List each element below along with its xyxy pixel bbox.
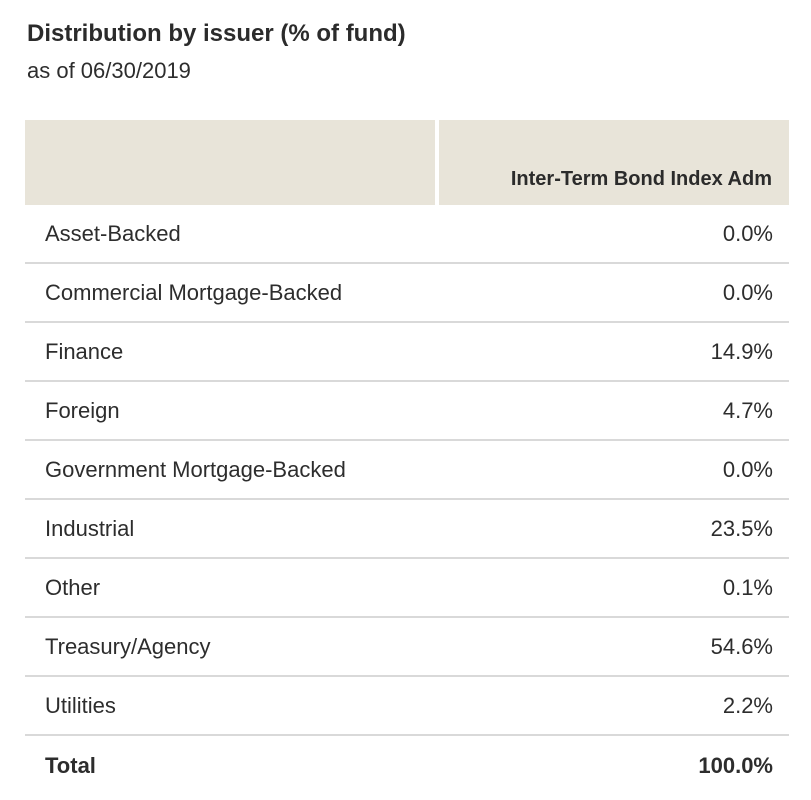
row-label: Commercial Mortgage-Backed xyxy=(45,279,343,305)
table-header-row: Inter-Term Bond Index Adm xyxy=(25,120,789,205)
as-of-date: as of 06/30/2019 xyxy=(27,58,191,83)
row-value: 2.2% xyxy=(722,692,773,718)
table-row: Asset-Backed 0.0% xyxy=(25,205,789,264)
row-value: 0.1% xyxy=(722,574,773,600)
row-value: 0.0% xyxy=(722,456,773,482)
row-label: Industrial xyxy=(45,515,135,541)
table-row: Commercial Mortgage-Backed 0.0% xyxy=(25,264,789,323)
row-label: Asset-Backed xyxy=(45,220,181,246)
column-header-fund-name: Inter-Term Bond Index Adm xyxy=(439,120,789,205)
row-value: 23.5% xyxy=(710,515,773,541)
table-total-row: Total 100.0% xyxy=(25,736,789,796)
heading-block: Distribution by issuer (% of fund) as of… xyxy=(27,20,811,84)
table-row: Foreign 4.7% xyxy=(25,382,789,441)
total-label: Total xyxy=(45,753,96,778)
header-empty-cell xyxy=(25,120,435,205)
row-label: Utilities xyxy=(45,692,116,718)
row-value: 14.9% xyxy=(710,338,773,364)
row-label: Foreign xyxy=(45,397,120,423)
row-value: 54.6% xyxy=(710,633,773,659)
table-row: Utilities 2.2% xyxy=(25,677,789,736)
table-row: Industrial 23.5% xyxy=(25,500,789,559)
fund-distribution-page: Distribution by issuer (% of fund) as of… xyxy=(0,20,811,800)
total-value: 100.0% xyxy=(698,753,773,778)
row-label: Other xyxy=(45,574,101,600)
page-title: Distribution by issuer (% of fund) xyxy=(27,20,406,47)
row-value: 4.7% xyxy=(722,397,773,423)
row-label: Finance xyxy=(45,338,124,364)
distribution-table: Inter-Term Bond Index Adm Asset-Backed 0… xyxy=(25,120,789,796)
table-row: Treasury/Agency 54.6% xyxy=(25,618,789,677)
header-cell-gap xyxy=(435,120,439,205)
row-label: Government Mortgage-Backed xyxy=(45,456,346,482)
table-row: Finance 14.9% xyxy=(25,323,789,382)
row-value: 0.0% xyxy=(722,220,773,246)
table-row: Government Mortgage-Backed 0.0% xyxy=(25,441,789,500)
table-row: Other 0.1% xyxy=(25,559,789,618)
row-value: 0.0% xyxy=(722,279,773,305)
row-label: Treasury/Agency xyxy=(45,633,211,659)
